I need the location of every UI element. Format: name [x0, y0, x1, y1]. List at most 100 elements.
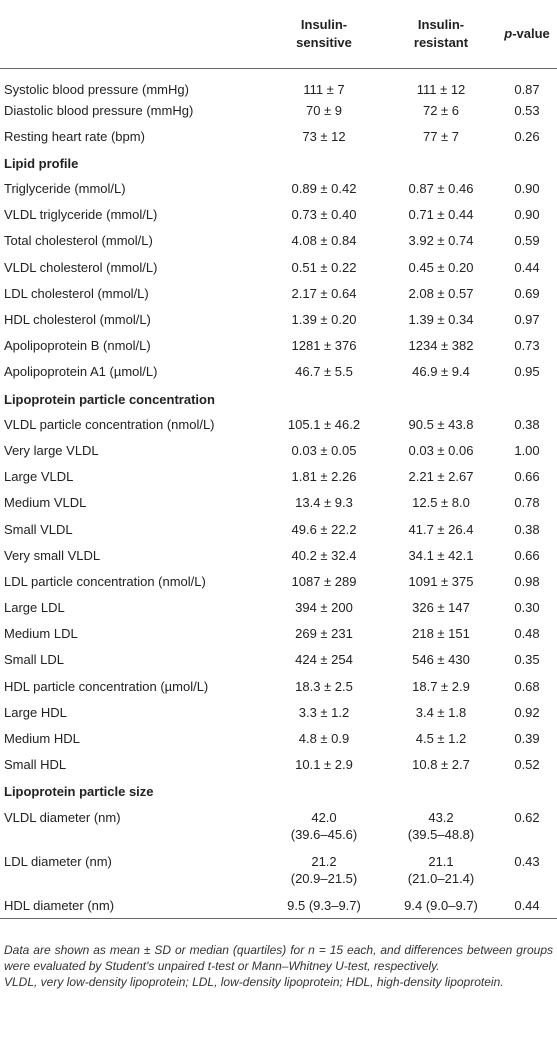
table-row: Medium VLDL 13.4 ± 9.3 12.5 ± 8.0 0.78 [0, 490, 557, 516]
row-label: Apolipoprotein B (nmol/L) [4, 338, 151, 354]
p-value: 0.92 [514, 704, 540, 720]
row-label: Diastolic blood pressure (mmHg) [4, 102, 194, 118]
insulin-sensitive-value: 70 ± 9 [305, 102, 343, 118]
insulin-sensitive-value: 4.8 ± 0.9 [298, 731, 350, 746]
insulin-resistant-value: 77 ± 7 [422, 128, 460, 144]
quartile-range: (39.6–45.6) [290, 826, 358, 842]
p-value: 0.87 [514, 81, 540, 97]
table-row: Small LDL 424 ± 254 546 ± 430 0.35 [0, 647, 557, 673]
insulin-resistant-value: 10.8 ± 2.7 [412, 757, 470, 773]
table-body: Systolic blood pressure (mmHg) 111 ± 7 111… [0, 68, 557, 919]
insulin-sensitive-value: 46.7 ± 5.5 [295, 364, 353, 380]
insulin-sensitive-value: 424 ± 254 [295, 652, 353, 668]
row-label: LDL cholesterol (mmol/L) [4, 285, 149, 301]
insulin-resistant-value: 9.4 (9.0–9.7) [404, 897, 478, 913]
row-label: Small HDL [4, 757, 67, 773]
insulin-resistant-value: 46.9 ± 9.4 [412, 364, 470, 380]
row-label: VLDL triglyceride (mmol/L) [4, 207, 158, 223]
insulin-sensitive-value: 0.51 ± 0.22 [291, 259, 357, 275]
median-value: 42.0 [311, 809, 337, 825]
p-value: 0.98 [514, 573, 540, 589]
insulin-sensitive-value: 73 ± 12 [302, 128, 346, 144]
p-value: 0.44 [514, 259, 540, 275]
table-row: Apolipoprotein A1 (µmol/L) 46.7 ± 5.5 46.9… [0, 359, 557, 385]
section-header-row: Lipoprotein particle concentration [0, 386, 557, 412]
insulin-sensitive-value: 10.1 ± 2.9 [295, 757, 353, 773]
insulin-sensitive-value: 105.1 ± 46.2 [287, 416, 361, 432]
insulin-sensitive-value: 49.6 ± 22.2 [291, 521, 357, 537]
table-row: Small HDL 10.1 ± 2.9 10.8 ± 2.7 0.52 [0, 752, 557, 778]
table-row: Large HDL 3.3 ± 1.2 3.4 ± 1.8 0.92 [0, 700, 557, 726]
median-value: 21.2 [311, 853, 337, 869]
insulin-resistant-value: 72 ± 6 [422, 102, 460, 118]
table-row: Medium HDL 4.8 ± 0.9 4.5 ± 1.2 0.39 [0, 726, 557, 752]
section-header-row: Lipoprotein particle size [0, 778, 557, 804]
p-value: 0.52 [514, 757, 540, 773]
insulin-sensitive-value: 3.3 ± 1.2 [298, 704, 350, 720]
p-value: 0.38 [514, 521, 540, 537]
table-row: Large VLDL 1.81 ± 2.26 2.21 ± 2.67 0.66 [0, 464, 557, 490]
table-row: Medium LDL 269 ± 231 218 ± 151 0.48 [0, 621, 557, 647]
table-row: Total cholesterol (mmol/L) 4.08 ± 0.84 3.9… [0, 228, 557, 254]
insulin-sensitive-value: 1.81 ± 2.26 [291, 469, 357, 485]
row-label: Apolipoprotein A1 (µmol/L) [4, 364, 158, 380]
insulin-resistant-value: 3.92 ± 0.74 [408, 233, 474, 249]
row-label: HDL cholesterol (mmol/L) [4, 312, 151, 327]
p-value: 0.62 [514, 809, 540, 825]
p-value: 0.90 [514, 181, 540, 197]
insulin-resistant-value: 1091 ± 375 [408, 573, 474, 589]
table-row: Triglyceride (mmol/L) 0.89 ± 0.42 0.87 ± 0… [0, 176, 557, 202]
insulin-resistant-value: 546 ± 430 [412, 652, 470, 668]
footnote-abbreviations: VLDL, very low-density lipoprotein; LDL,… [4, 975, 504, 989]
insulin-resistant-value: 43.2 (39.5–48.8) [385, 805, 497, 849]
header-p-value: p-value [497, 0, 557, 69]
row-label: Very large VLDL [4, 442, 99, 458]
footnote-stats: Data are shown as mean ± SD or median (q… [4, 943, 553, 973]
p-value: 0.90 [514, 207, 540, 223]
insulin-resistant-value: 34.1 ± 42.1 [408, 547, 474, 563]
insulin-resistant-value: 0.03 ± 0.06 [408, 442, 474, 458]
p-value: 0.38 [514, 416, 540, 432]
section-header-row: Lipid profile [0, 150, 557, 176]
insulin-resistant-value: 1234 ± 382 [408, 338, 474, 354]
section-title: Lipid profile [4, 155, 79, 171]
insulin-sensitive-value: 1087 ± 289 [291, 573, 357, 589]
p-value: 0.78 [514, 495, 540, 511]
table-row: VLDL diameter (nm) 42.0 (39.6–45.6) 43.2 (39… [0, 805, 557, 849]
insulin-resistant-value: 0.45 ± 0.20 [408, 259, 474, 275]
insulin-sensitive-value: 0.73 ± 0.40 [291, 207, 357, 223]
row-label: Systolic blood pressure (mmHg) [4, 81, 189, 97]
row-label: Small VLDL [4, 521, 73, 537]
insulin-sensitive-value: 21.2 (20.9–21.5) [263, 849, 385, 893]
p-value: 0.66 [514, 547, 540, 563]
insulin-sensitive-value: 4.08 ± 0.84 [291, 233, 357, 249]
p-value: 0.26 [514, 128, 540, 144]
table-row: VLDL triglyceride (mmol/L) 0.73 ± 0.40 0.7… [0, 202, 557, 228]
median-value: 43.2 [428, 809, 454, 825]
row-label: VLDL particle concentration (nmol/L) [4, 416, 215, 432]
insulin-sensitive-value: 0.89 ± 0.42 [291, 181, 357, 197]
p-value: 0.73 [514, 338, 540, 354]
row-label: Medium HDL [4, 731, 80, 746]
insulin-sensitive-value: 42.0 (39.6–45.6) [263, 805, 385, 849]
median-value: 21.1 [428, 853, 454, 869]
p-value: 0.30 [514, 600, 540, 616]
row-label: VLDL diameter (nm) [4, 809, 121, 825]
row-label: LDL diameter (nm) [4, 853, 112, 869]
insulin-resistant-value: 326 ± 147 [412, 600, 470, 616]
table-row: Large LDL 394 ± 200 326 ± 147 0.30 [0, 595, 557, 621]
table-row: Apolipoprotein B (nmol/L) 1281 ± 376 1234 … [0, 333, 557, 359]
row-label: HDL particle concentration (µmol/L) [4, 678, 209, 694]
insulin-sensitive-value: 40.2 ± 32.4 [291, 547, 357, 563]
quartile-range: (39.5–48.8) [407, 826, 475, 842]
insulin-resistant-value: 0.87 ± 0.46 [408, 181, 474, 197]
table-row: HDL diameter (nm) 9.5 (9.3–9.7) 9.4 (9.0–9… [0, 893, 557, 919]
table-header: Insulin-sensitive Insulin-resistant p-va… [0, 0, 557, 69]
row-label: HDL diameter (nm) [4, 897, 115, 913]
row-label: Medium LDL [4, 626, 78, 642]
quartile-range: (21.0–21.4) [407, 870, 475, 886]
insulin-resistant-value: 3.4 ± 1.8 [415, 704, 467, 720]
p-value: 0.44 [514, 897, 540, 913]
insulin-sensitive-value: 269 ± 231 [295, 626, 353, 642]
